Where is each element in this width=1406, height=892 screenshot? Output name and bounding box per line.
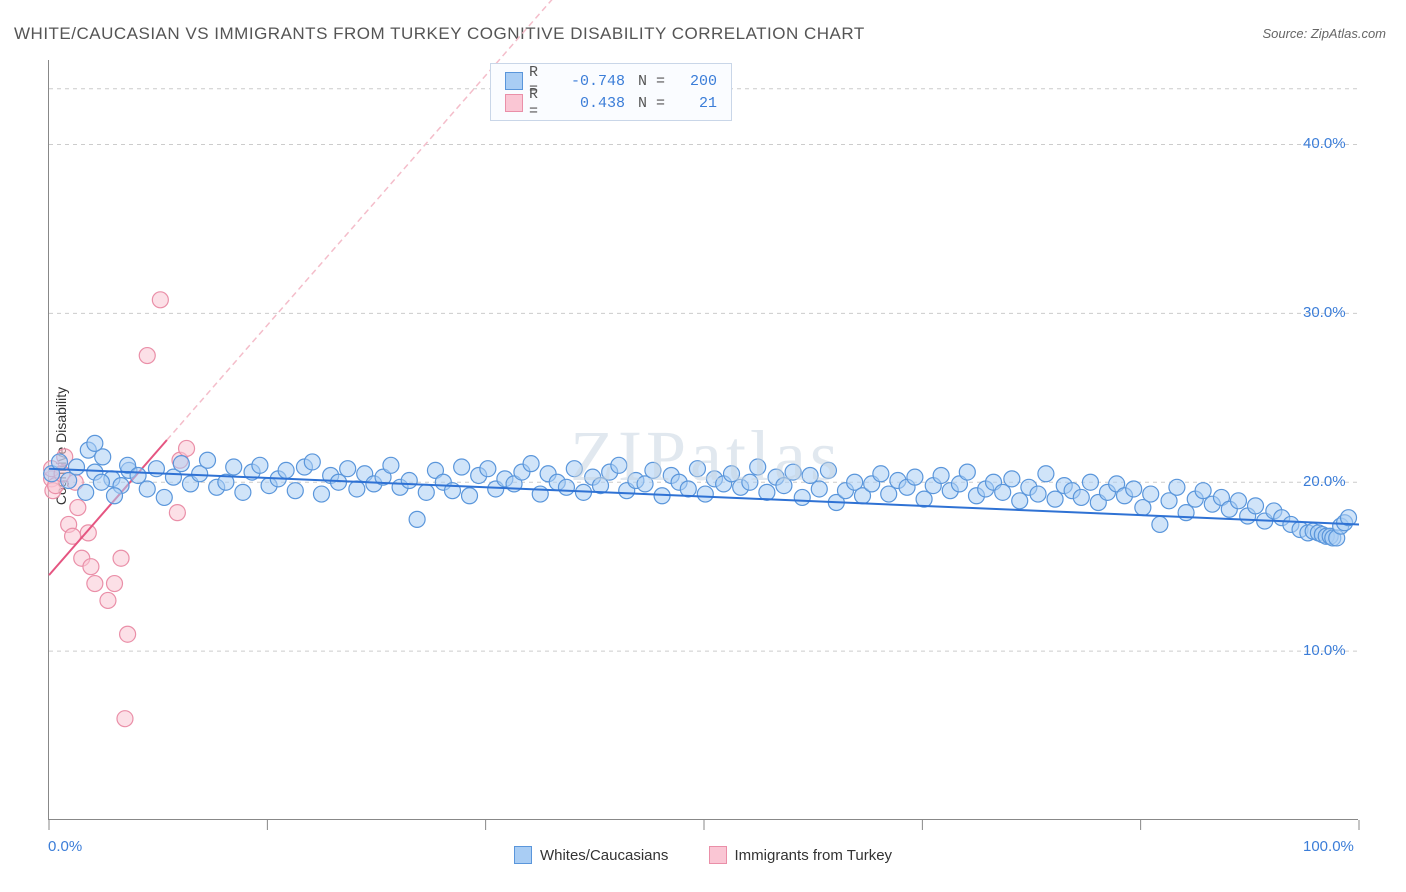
legend-n-label: N = bbox=[631, 73, 665, 90]
source-attribution: Source: ZipAtlas.com bbox=[1262, 26, 1386, 41]
y-tick-label: 10.0% bbox=[1303, 642, 1346, 659]
y-tick-label: 20.0% bbox=[1303, 473, 1346, 490]
legend-swatch-0 bbox=[514, 846, 532, 864]
legend-item-0: Whites/Caucasians bbox=[514, 846, 668, 864]
legend-swatch bbox=[505, 94, 523, 112]
legend-r-value: 0.438 bbox=[561, 95, 625, 112]
legend-n-value: 200 bbox=[671, 73, 717, 90]
legend-swatch-1 bbox=[709, 846, 727, 864]
legend-r-value: -0.748 bbox=[561, 73, 625, 90]
legend-top-correlation: R =-0.748N =200R =0.438N =21 bbox=[490, 63, 732, 121]
y-tick-label: 30.0% bbox=[1303, 304, 1346, 321]
legend-item-1: Immigrants from Turkey bbox=[709, 846, 893, 864]
legend-swatch bbox=[505, 72, 523, 90]
legend-bottom: Whites/Caucasians Immigrants from Turkey bbox=[0, 846, 1406, 868]
chart-container: WHITE/CAUCASIAN VS IMMIGRANTS FROM TURKE… bbox=[0, 0, 1406, 892]
plot-area bbox=[48, 60, 1358, 820]
legend-label-0: Whites/Caucasians bbox=[540, 847, 668, 864]
legend-n-label: N = bbox=[631, 95, 665, 112]
legend-corr-row: R =0.438N =21 bbox=[505, 92, 717, 114]
y-tick-label: 40.0% bbox=[1303, 135, 1346, 152]
legend-label-1: Immigrants from Turkey bbox=[735, 847, 893, 864]
chart-title: WHITE/CAUCASIAN VS IMMIGRANTS FROM TURKE… bbox=[14, 24, 865, 44]
plot-svg bbox=[49, 60, 1358, 819]
legend-n-value: 21 bbox=[671, 95, 717, 112]
legend-r-label: R = bbox=[529, 86, 555, 120]
